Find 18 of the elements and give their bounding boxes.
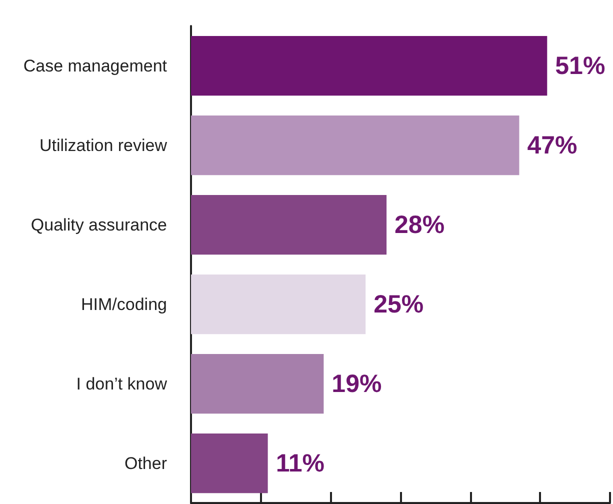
data-label: 51% bbox=[555, 52, 606, 80]
bar bbox=[191, 274, 366, 334]
data-label: 47% bbox=[527, 131, 578, 160]
bar bbox=[191, 115, 520, 176]
y-tick-label: Case management bbox=[23, 56, 168, 76]
y-tick-label: HIM/coding bbox=[81, 294, 167, 314]
data-label: 19% bbox=[332, 370, 382, 398]
data-label: 25% bbox=[374, 290, 424, 318]
data-label: 11% bbox=[276, 449, 324, 478]
bar bbox=[191, 433, 268, 494]
data-label: 28% bbox=[394, 210, 445, 239]
y-tick-label: I don’t know bbox=[76, 374, 168, 394]
bar bbox=[191, 194, 387, 255]
y-tick-label: Utilization review bbox=[39, 136, 168, 155]
y-tick-label: Other bbox=[124, 454, 168, 473]
bar bbox=[191, 36, 548, 96]
bar bbox=[191, 354, 324, 414]
y-tick-label: Quality assurance bbox=[30, 215, 167, 234]
